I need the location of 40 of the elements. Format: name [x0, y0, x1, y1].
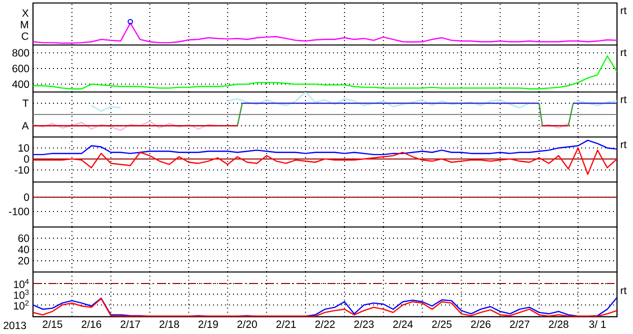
y-tick-label: 400 [12, 80, 30, 88]
text: rt [620, 96, 627, 104]
y-tick-label: 10 [18, 144, 30, 152]
x-tick-label: 2/16 [82, 320, 102, 328]
y-tick-label: 60 [18, 234, 30, 242]
y-tick-label: 600 [12, 64, 30, 72]
y-tick-label: 10$^{2}$ [14, 300, 29, 310]
x-tick-label: 2/26 [471, 320, 490, 328]
text: M [20, 21, 28, 28]
y-tick-label: -10 [14, 166, 30, 174]
y-tick-label: 0 [24, 193, 30, 201]
y-tick-label: 0 [24, 155, 30, 163]
x-tick-label: 2/28 [548, 320, 568, 328]
text: rt [620, 7, 627, 14]
y-tick-label: 800 [12, 49, 30, 57]
ref-line-label: T [22, 100, 29, 107]
x-tick-label: 2/19 [198, 320, 218, 328]
x-tick-label: 3/ 1 [589, 320, 606, 328]
y-tick-label: -100 [8, 208, 30, 216]
text: rt [620, 287, 627, 294]
text: rt [620, 49, 627, 56]
x-tick-label: 2/25 [432, 320, 452, 328]
y-tick-label: 20 [18, 257, 30, 264]
x-axis-title: 2013 [4, 322, 26, 330]
text: X [22, 9, 29, 17]
x-tick-label: 2/23 [354, 320, 374, 328]
y-tick-label: 10$^{4}$ [14, 279, 29, 288]
ref-line-label: A [22, 122, 29, 130]
x-tick-label: 2/18 [160, 320, 180, 328]
x-tick-label: 2/27 [510, 320, 530, 328]
x-tick-label: 2/15 [42, 320, 62, 328]
x-tick-label: 2/24 [393, 320, 413, 328]
y-tick-label: 10$^{3}$ [14, 290, 29, 299]
text: rt [620, 141, 627, 148]
text: C [22, 32, 28, 40]
x-tick-label: 2/20 [237, 320, 257, 328]
x-tick-label: 2/21 [276, 320, 296, 328]
x-tick-label: 2/22 [315, 320, 335, 328]
y-tick-label: 40 [18, 246, 30, 254]
x-tick-label: 2/17 [120, 320, 140, 328]
